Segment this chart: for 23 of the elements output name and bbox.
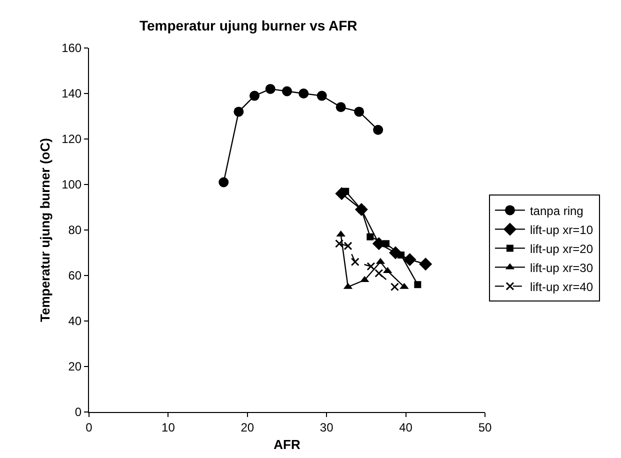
x-tick-label: 40 [399, 420, 413, 434]
y-tick-label: 120 [62, 132, 82, 146]
legend-label: lift-up xr=40 [530, 280, 594, 294]
x-tick-label: 20 [240, 420, 254, 434]
y-tick-label: 40 [68, 314, 82, 328]
x-tick-label: 50 [478, 420, 492, 434]
y-tick-label: 60 [68, 268, 82, 283]
chart-title: Temperatur ujung burner vs AFR [139, 17, 358, 34]
y-tick-label: 0 [74, 405, 82, 420]
y-tick-label: 140 [62, 86, 82, 101]
x-tick-label: 10 [162, 420, 176, 434]
y-axis-title: Temperatur ujung burner (oC) [38, 138, 53, 322]
y-tick-label: 20 [68, 360, 82, 374]
x-tick-label: 0 [86, 420, 93, 434]
y-tick-label: 160 [62, 41, 82, 56]
legend-label: lift-up xr=30 [530, 260, 594, 275]
x-tick-label: 30 [320, 420, 334, 434]
x-axis-title: AFR [274, 437, 301, 452]
y-tick-label: 80 [68, 223, 82, 238]
legend-label: tanpa ring [530, 204, 584, 218]
y-tick-label: 100 [62, 178, 82, 192]
legend-label: lift-up xr=10 [530, 222, 594, 237]
legend-label: lift-up xr=20 [530, 242, 594, 256]
